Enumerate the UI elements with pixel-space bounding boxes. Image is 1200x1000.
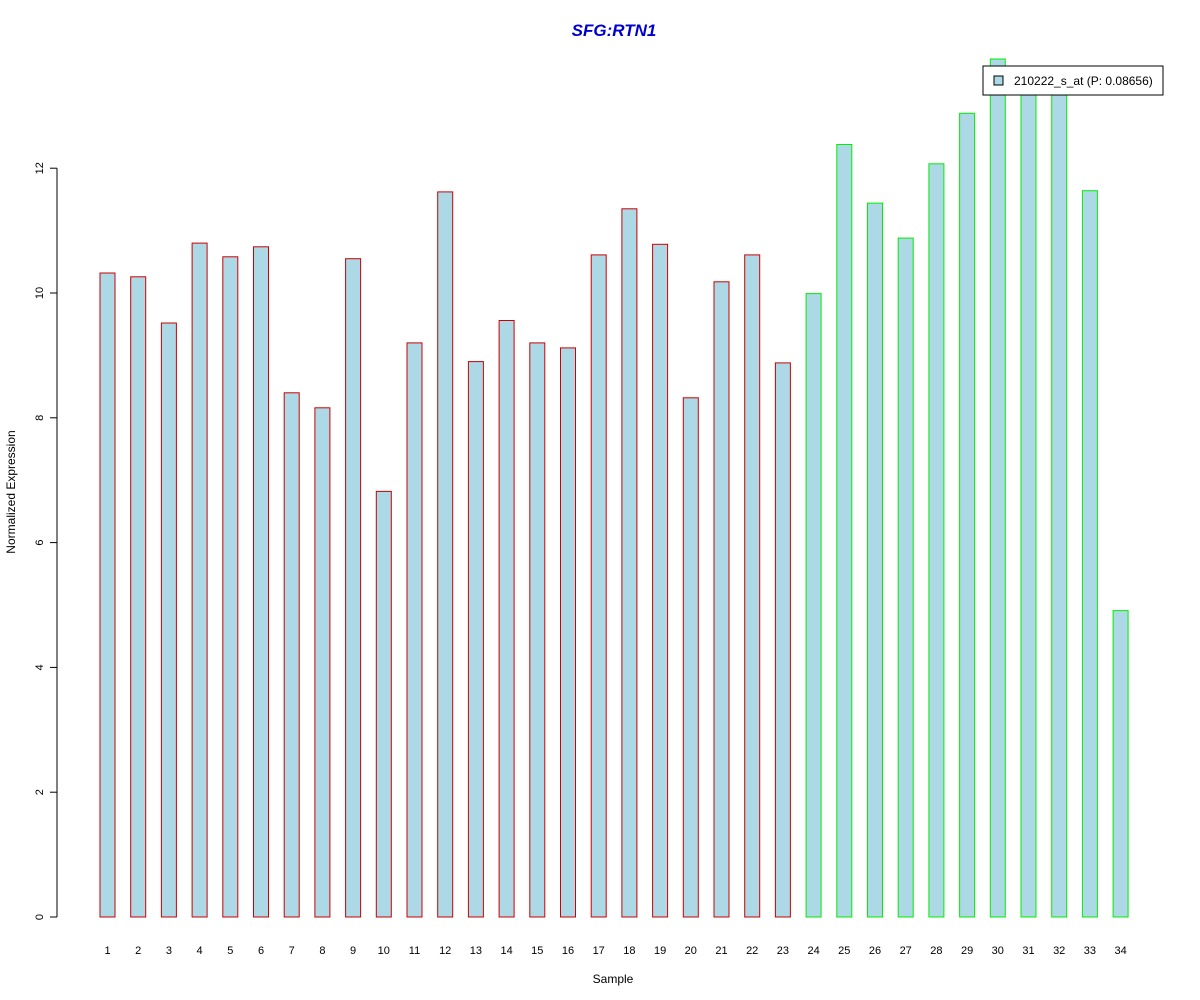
y-axis: 0 2 4 6 8 10 12 bbox=[34, 162, 58, 920]
bar-sample-14 bbox=[498, 320, 515, 918]
bar-sample-23 bbox=[774, 362, 791, 918]
x-tick-label: 26 bbox=[869, 945, 881, 957]
bar-sample-34 bbox=[1112, 610, 1129, 918]
x-tick-label: 10 bbox=[378, 945, 390, 957]
x-tick-label: 9 bbox=[350, 945, 356, 957]
bar-sample-1 bbox=[99, 272, 116, 918]
bar-sample-28 bbox=[928, 163, 945, 918]
bar-sample-18 bbox=[621, 208, 638, 918]
bar-sample-10 bbox=[375, 490, 392, 918]
bar-sample-11 bbox=[406, 342, 423, 918]
x-tick-label: 25 bbox=[838, 945, 850, 957]
x-tick-label: 6 bbox=[258, 945, 264, 957]
x-tick-label: 8 bbox=[319, 945, 325, 957]
x-tick-label: 15 bbox=[531, 945, 543, 957]
bar-sample-15 bbox=[529, 342, 546, 918]
bar-sample-20 bbox=[682, 397, 699, 918]
x-tick-label: 18 bbox=[623, 945, 635, 957]
bar-sample-8 bbox=[314, 407, 331, 918]
bar-sample-25 bbox=[836, 144, 853, 918]
x-tick-label: 17 bbox=[593, 945, 605, 957]
y-tick-label: 8 bbox=[34, 415, 46, 421]
x-tick-label: 32 bbox=[1053, 945, 1065, 957]
x-tick-label: 16 bbox=[562, 945, 574, 957]
x-tick-label: 33 bbox=[1084, 945, 1096, 957]
x-tick-label: 34 bbox=[1114, 945, 1126, 957]
x-tick-label: 22 bbox=[746, 945, 758, 957]
bar-sample-29 bbox=[959, 112, 976, 918]
legend-box bbox=[982, 65, 1164, 96]
bar-sample-31 bbox=[1020, 80, 1037, 918]
x-tick-label: 19 bbox=[654, 945, 666, 957]
x-tick-labels: 1 2 3 4 5 6 7 8 9 10 11 12 13 14 15 16 17 18 19 20 21 22 23 24 2… bbox=[104, 945, 1126, 957]
y-tick-label: 2 bbox=[34, 789, 46, 795]
x-tick-label: 28 bbox=[930, 945, 942, 957]
bar-sample-32 bbox=[1051, 86, 1068, 918]
x-axis-label: Sample bbox=[593, 972, 634, 986]
bar-sample-27 bbox=[897, 237, 914, 918]
x-tick-label: 2 bbox=[135, 945, 141, 957]
y-tick-label: 0 bbox=[34, 914, 46, 920]
x-tick-label: 30 bbox=[992, 945, 1004, 957]
y-tick-label: 6 bbox=[34, 540, 46, 546]
x-tick-label: 14 bbox=[500, 945, 512, 957]
bar-sample-2 bbox=[130, 276, 147, 918]
y-tick-label: 10 bbox=[34, 287, 46, 299]
bar-sample-5 bbox=[222, 256, 239, 918]
x-tick-label: 31 bbox=[1022, 945, 1034, 957]
bar-sample-17 bbox=[590, 254, 607, 918]
bar-sample-13 bbox=[467, 361, 484, 918]
x-tick-label: 12 bbox=[439, 945, 451, 957]
x-tick-label: 7 bbox=[289, 945, 295, 957]
bar-sample-6 bbox=[253, 246, 269, 918]
x-tick-label: 23 bbox=[777, 945, 789, 957]
x-tick-label: 3 bbox=[166, 945, 172, 957]
x-tick-label: 4 bbox=[197, 945, 203, 957]
x-tick-label: 20 bbox=[685, 945, 697, 957]
y-tick-label: 4 bbox=[34, 664, 46, 670]
bar-sample-21 bbox=[713, 281, 730, 918]
legend-swatch bbox=[993, 75, 1004, 86]
legend-entry: 210222_s_at (P: 0.08656) bbox=[1014, 74, 1153, 88]
bar-sample-3 bbox=[160, 322, 177, 918]
bar-sample-30 bbox=[989, 58, 1006, 918]
y-tick-label: 12 bbox=[34, 162, 46, 174]
bar-sample-4 bbox=[191, 242, 208, 918]
x-tick-label: 24 bbox=[807, 945, 819, 957]
y-axis-label: Normalized Expression bbox=[4, 430, 18, 553]
chart-title: SFG:RTN1 bbox=[572, 21, 657, 40]
x-tick-label: 29 bbox=[961, 945, 973, 957]
legend: 210222_s_at (P: 0.08656) bbox=[982, 65, 1164, 96]
bar-sample-9 bbox=[345, 258, 362, 918]
x-tick-label: 5 bbox=[227, 945, 233, 957]
bar-sample-24 bbox=[805, 293, 822, 918]
x-tick-label: 1 bbox=[104, 945, 110, 957]
bar-sample-26 bbox=[867, 202, 883, 918]
x-tick-label: 27 bbox=[900, 945, 912, 957]
bars-group bbox=[99, 58, 1129, 918]
bar-sample-16 bbox=[560, 347, 576, 918]
bar-sample-22 bbox=[744, 254, 761, 918]
x-tick-label: 11 bbox=[409, 945, 420, 957]
bar-sample-19 bbox=[652, 243, 669, 918]
bar-sample-7 bbox=[283, 392, 300, 918]
x-tick-label: 21 bbox=[715, 945, 727, 957]
bar-sample-33 bbox=[1081, 190, 1098, 918]
bar-sample-12 bbox=[437, 191, 454, 918]
x-tick-label: 13 bbox=[470, 945, 482, 957]
